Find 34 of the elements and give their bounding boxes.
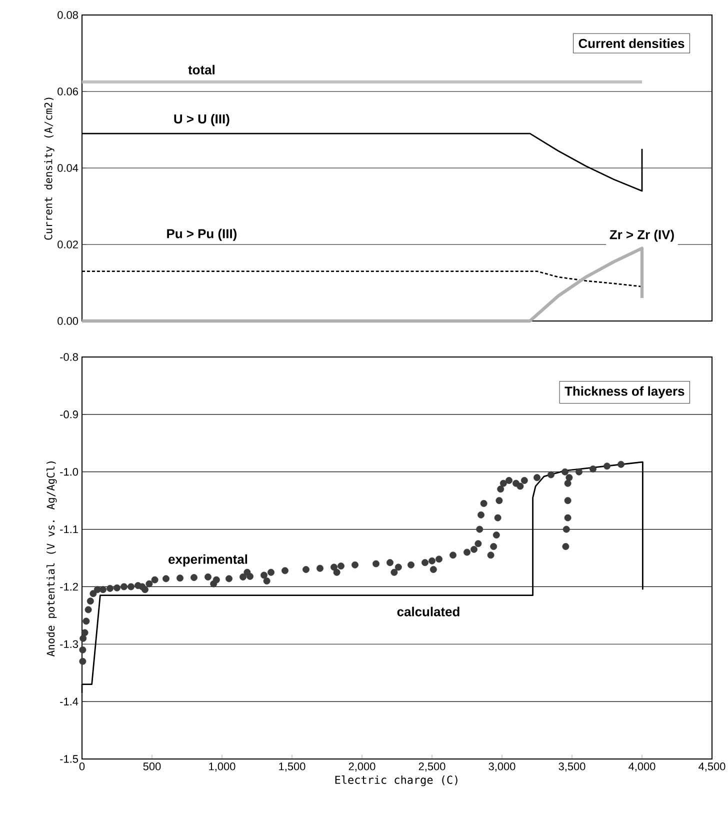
x-tick-label: 2,500	[418, 762, 446, 772]
text: Pu > Pu (III)	[167, 228, 236, 241]
text: Current densities	[578, 38, 684, 48]
y-tick-label: 0.02	[58, 240, 78, 248]
x-tick-label: 0	[79, 762, 85, 770]
y-tick-label: -1.2	[60, 582, 78, 591]
text: Thickness of layers	[564, 386, 684, 398]
y-tick-label: -1.3	[60, 640, 78, 648]
y-tick-label: 0.00	[58, 317, 78, 325]
series-label: calculated	[397, 606, 460, 616]
series-label: U > U (III)	[174, 114, 230, 126]
x-tick-label: 4,500	[698, 762, 726, 772]
y-axis-title: Current density (A/cm2)	[44, 98, 54, 240]
y-tick-label: -1.4	[60, 698, 78, 706]
y-tick-label: -0.9	[60, 410, 78, 418]
x-tick-label: 3,500	[558, 762, 586, 772]
x-tick-label: 500	[143, 762, 161, 770]
x-tick-label: 3,000	[488, 762, 516, 772]
y-tick-label: -1.1	[60, 526, 78, 534]
x-tick-label: 2,000	[348, 762, 376, 772]
series-label: Zr > Zr (IV)	[610, 230, 674, 242]
y-tick-label: -1.0	[60, 468, 78, 476]
x-axis-title: Electric charge (C)	[335, 775, 458, 786]
y-tick-label: 0.04	[58, 164, 78, 172]
x-tick-label: 1,000	[209, 762, 236, 772]
y-tick-label: -0.8	[60, 353, 78, 361]
y-tick-label: 0.06	[58, 88, 78, 96]
y-axis-title: Anode potential (V vs. Ag/AgCl)	[46, 462, 57, 656]
y-tick-label: -1.5	[60, 755, 78, 763]
x-tick-label: 1,500	[279, 762, 306, 772]
series-label: total	[188, 64, 214, 74]
x-tick-label: 4,000	[628, 762, 656, 772]
y-tick-label: 0.08	[58, 11, 78, 19]
series-label: experimental	[168, 554, 248, 566]
